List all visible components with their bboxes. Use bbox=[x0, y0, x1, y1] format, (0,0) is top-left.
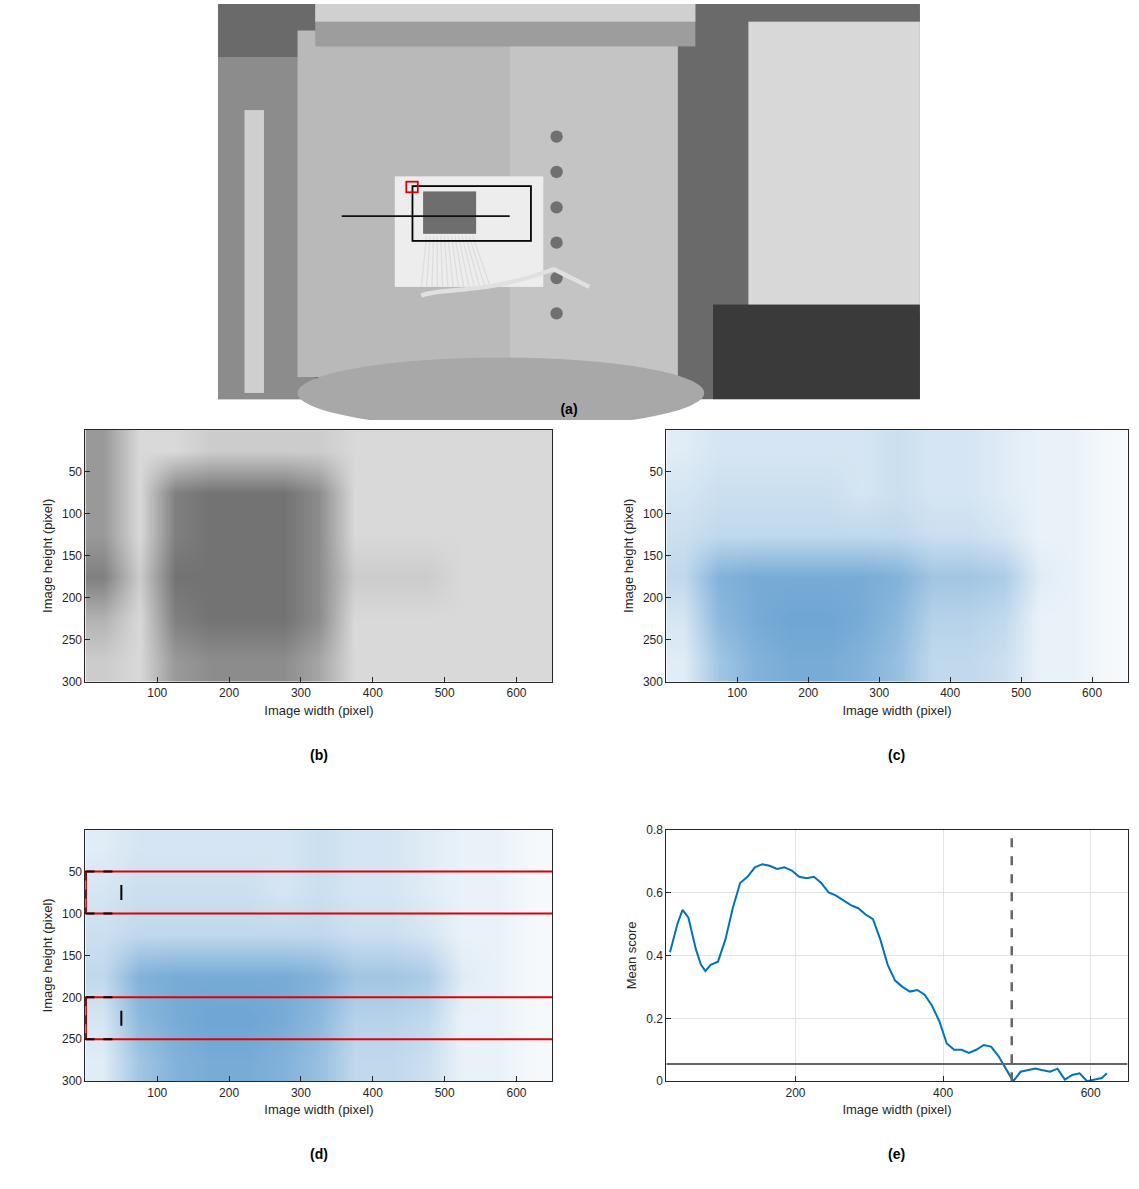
svg-text:100: 100 bbox=[62, 507, 82, 521]
svg-text:0.6: 0.6 bbox=[646, 886, 663, 900]
svg-text:600: 600 bbox=[506, 1086, 526, 1100]
svg-text:200: 200 bbox=[219, 686, 239, 700]
svg-text:Image height (pixel): Image height (pixel) bbox=[40, 499, 55, 613]
svg-text:300: 300 bbox=[869, 686, 889, 700]
svg-text:200: 200 bbox=[219, 1086, 239, 1100]
svg-text:100: 100 bbox=[62, 907, 82, 921]
svg-text:400: 400 bbox=[940, 686, 960, 700]
svg-text:100: 100 bbox=[727, 686, 747, 700]
svg-text:200: 200 bbox=[643, 591, 663, 605]
svg-text:250: 250 bbox=[643, 633, 663, 647]
svg-text:600: 600 bbox=[1082, 686, 1102, 700]
svg-text:(e): (e) bbox=[888, 1146, 905, 1162]
svg-text:50: 50 bbox=[650, 465, 664, 479]
svg-text:Image width (pixel): Image width (pixel) bbox=[264, 703, 373, 718]
svg-text:500: 500 bbox=[435, 1086, 455, 1100]
svg-text:150: 150 bbox=[62, 949, 82, 963]
svg-text:400: 400 bbox=[363, 1086, 383, 1100]
svg-text:0.8: 0.8 bbox=[646, 823, 663, 837]
svg-text:Image width (pixel): Image width (pixel) bbox=[842, 1102, 951, 1117]
svg-text:Mean score: Mean score bbox=[624, 921, 639, 989]
svg-text:0.2: 0.2 bbox=[646, 1012, 663, 1026]
svg-text:Image height (pixel): Image height (pixel) bbox=[621, 499, 636, 613]
svg-text:100: 100 bbox=[643, 507, 663, 521]
svg-text:300: 300 bbox=[291, 1086, 311, 1100]
svg-text:300: 300 bbox=[643, 675, 663, 689]
svg-text:300: 300 bbox=[62, 675, 82, 689]
svg-text:(c): (c) bbox=[888, 747, 905, 763]
svg-text:600: 600 bbox=[1081, 1086, 1101, 1100]
svg-text:600: 600 bbox=[506, 686, 526, 700]
svg-text:200: 200 bbox=[62, 991, 82, 1005]
svg-text:200: 200 bbox=[785, 1086, 805, 1100]
svg-text:50: 50 bbox=[69, 865, 83, 879]
svg-text:0.4: 0.4 bbox=[646, 949, 663, 963]
svg-text:200: 200 bbox=[798, 686, 818, 700]
svg-text:Image width (pixel): Image width (pixel) bbox=[264, 1102, 373, 1117]
svg-text:400: 400 bbox=[363, 686, 383, 700]
svg-text:(a): (a) bbox=[560, 401, 577, 417]
svg-text:400: 400 bbox=[933, 1086, 953, 1100]
svg-text:500: 500 bbox=[1011, 686, 1031, 700]
svg-text:(d): (d) bbox=[310, 1146, 328, 1162]
svg-text:300: 300 bbox=[62, 1074, 82, 1088]
svg-text:100: 100 bbox=[147, 1086, 167, 1100]
svg-text:150: 150 bbox=[643, 549, 663, 563]
svg-text:250: 250 bbox=[62, 1032, 82, 1046]
svg-text:300: 300 bbox=[291, 686, 311, 700]
svg-text:(b): (b) bbox=[310, 747, 328, 763]
svg-text:150: 150 bbox=[62, 549, 82, 563]
svg-text:250: 250 bbox=[62, 633, 82, 647]
svg-text:0: 0 bbox=[656, 1074, 663, 1088]
svg-text:500: 500 bbox=[435, 686, 455, 700]
svg-text:200: 200 bbox=[62, 591, 82, 605]
svg-text:50: 50 bbox=[69, 465, 83, 479]
svg-text:100: 100 bbox=[147, 686, 167, 700]
svg-text:Image width (pixel): Image width (pixel) bbox=[842, 703, 951, 718]
svg-text:Image height (pixel): Image height (pixel) bbox=[40, 898, 55, 1012]
